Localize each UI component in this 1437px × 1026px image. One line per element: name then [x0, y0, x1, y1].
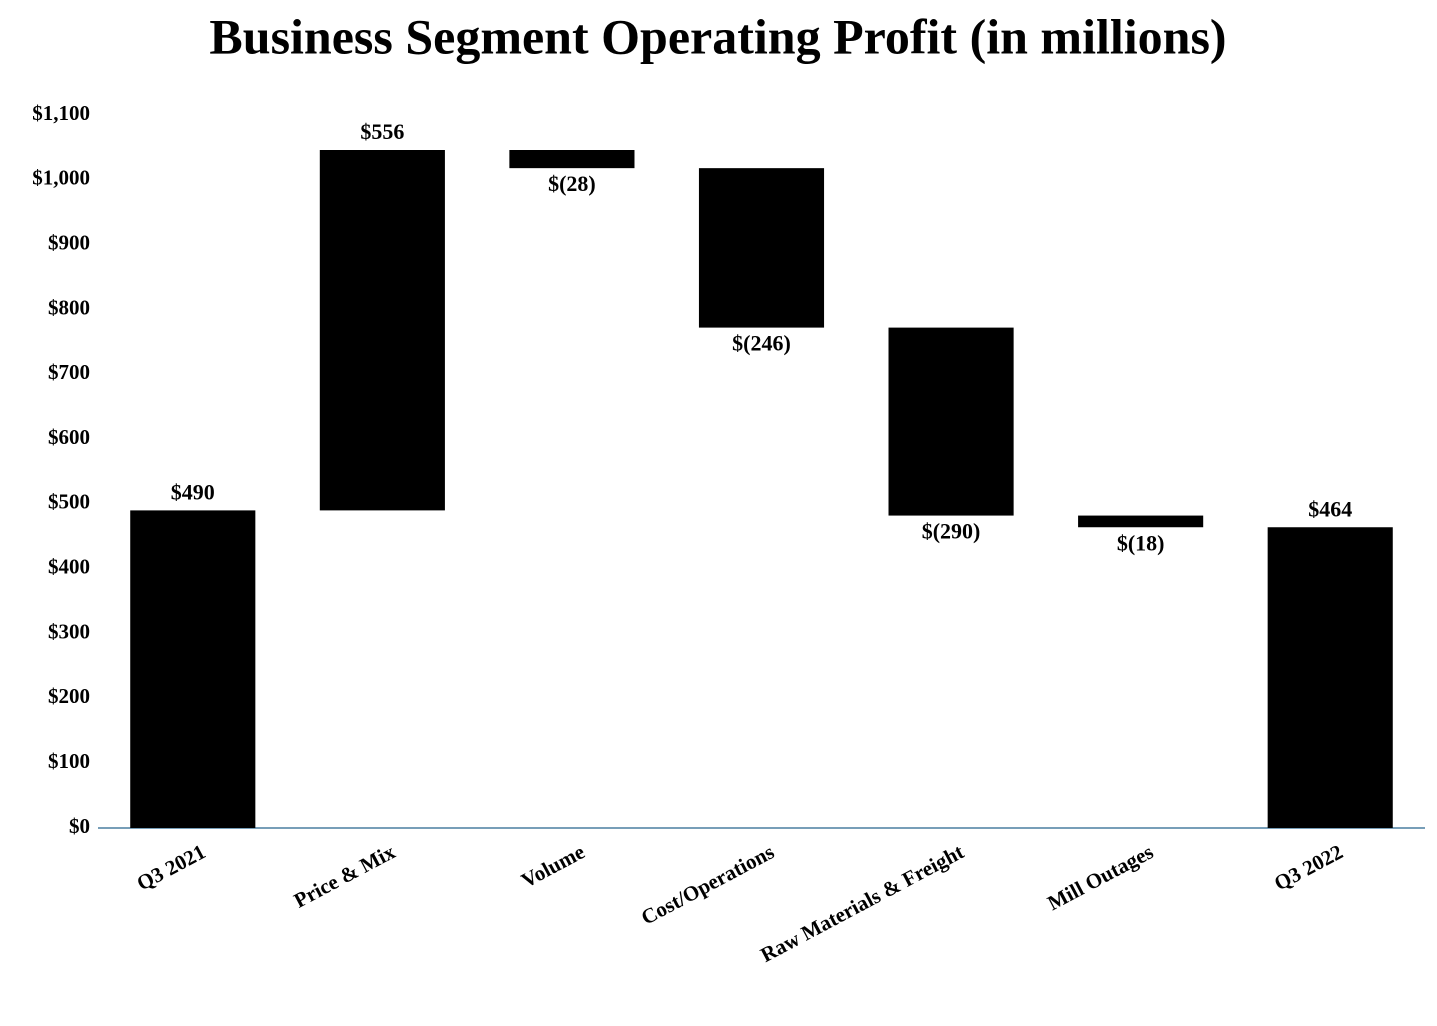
y-tick-label: $700 [48, 360, 90, 384]
bar [698, 168, 825, 328]
data-label: $464 [1308, 496, 1352, 521]
bar [1267, 527, 1393, 828]
bar [509, 150, 635, 169]
data-label: $556 [360, 119, 404, 144]
data-label: $(290) [922, 519, 981, 544]
bar [319, 150, 445, 511]
y-tick-label: $600 [48, 425, 90, 449]
y-tick-label: $300 [48, 619, 90, 643]
y-tick-label: $400 [48, 555, 90, 579]
x-tick-label: Cost/Operations [637, 839, 778, 929]
y-tick-label: $200 [48, 684, 90, 708]
y-tick-label: $1,100 [32, 101, 90, 125]
data-label: $490 [171, 479, 215, 504]
data-label: $(28) [548, 171, 596, 196]
y-tick-label: $100 [48, 749, 90, 773]
y-tick-label: $500 [48, 490, 90, 514]
x-tick-label: Mill Outages [1043, 839, 1157, 915]
x-tick-label: Q3 2022 [1270, 839, 1347, 895]
x-tick-label: Q3 2021 [133, 839, 210, 895]
chart-title: Business Segment Operating Profit (in mi… [209, 8, 1226, 64]
x-tick-label: Price & Mix [290, 839, 400, 912]
data-label: $(18) [1117, 530, 1165, 555]
y-tick-label: $900 [48, 230, 90, 254]
x-tick-label: Volume [517, 839, 588, 892]
x-tick-label: Raw Materials & Freight [756, 839, 967, 967]
bar [1078, 515, 1204, 528]
y-tick-label: $800 [48, 295, 90, 319]
y-tick-label: $1,000 [32, 166, 90, 190]
y-tick-label: $0 [69, 814, 90, 838]
bar [888, 327, 1014, 516]
data-label: $(246) [732, 331, 791, 356]
bar [130, 510, 256, 828]
